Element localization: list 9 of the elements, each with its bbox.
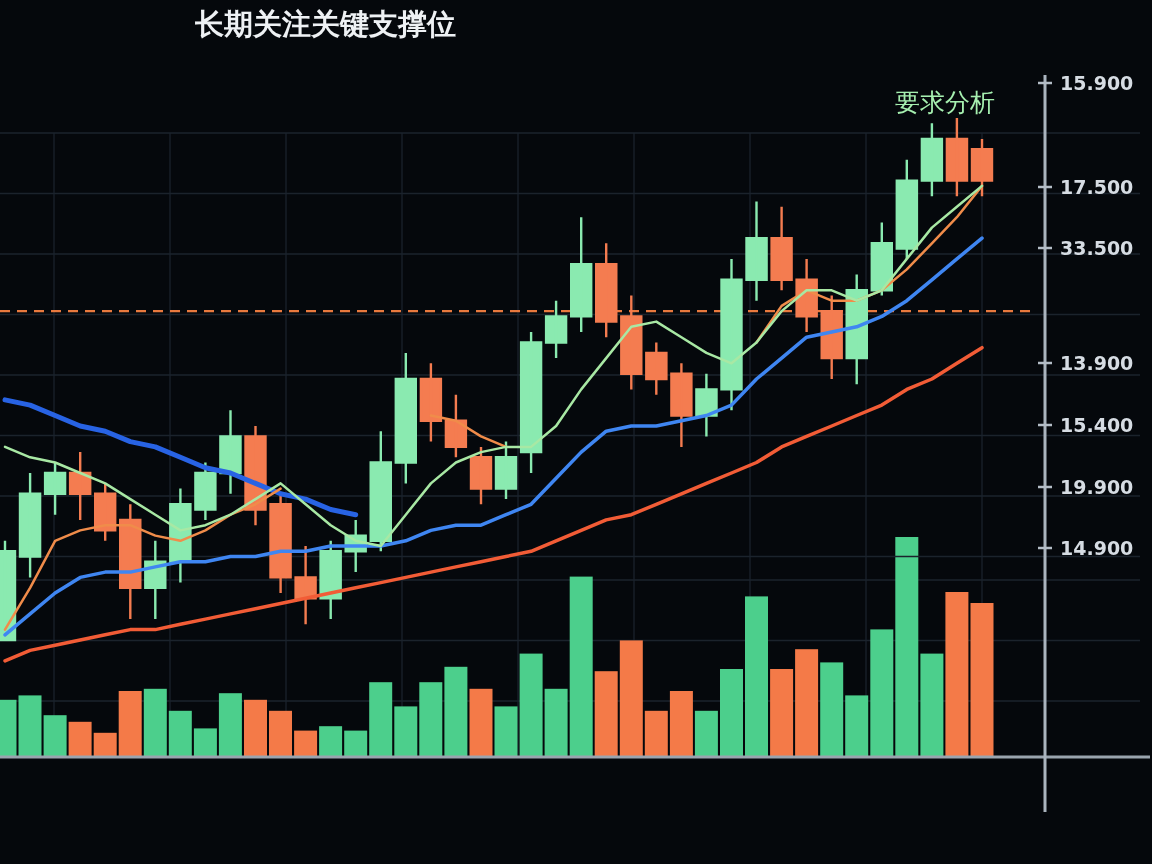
text: 15.900 [1060,72,1134,94]
text: 33.500 [1060,237,1134,259]
text: 19.900 [1060,476,1134,498]
text: 要求分析 [894,88,995,117]
text: 13.900 [1060,352,1134,374]
text: 14.900 [1060,537,1134,559]
chart-title: 长期关注关键支撑位 [194,7,456,41]
text: 15.400 [1060,414,1134,436]
text: 17.500 [1060,176,1134,198]
